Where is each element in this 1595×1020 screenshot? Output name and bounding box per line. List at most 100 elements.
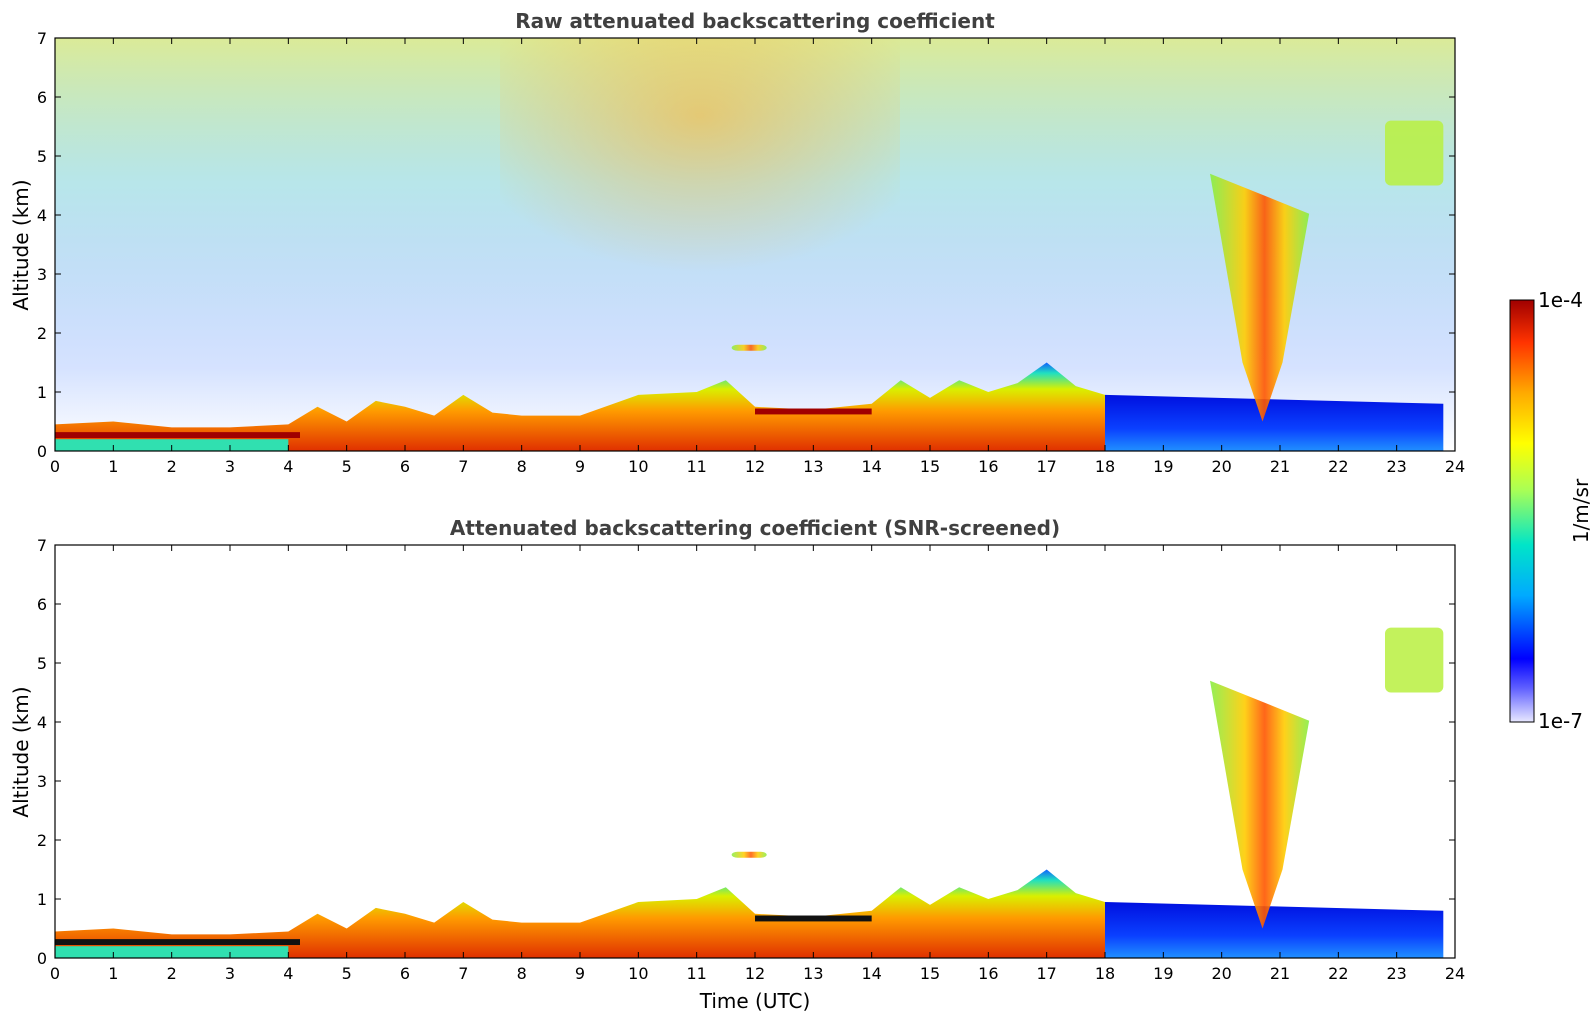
x-tick-label: 22 [1328,457,1348,476]
x-tick-label: 5 [342,457,352,476]
x-tick-label: 23 [1386,457,1406,476]
colorbar-max-label: 1e-4 [1538,288,1583,312]
x-tick-label: 2 [167,964,177,983]
cloud-feature [1210,173,1310,422]
x-tick-label: 3 [225,964,235,983]
x-tick-label: 6 [400,964,410,983]
y-tick-label: 5 [37,654,47,673]
x-tick-label: 9 [575,457,585,476]
y-tick-label: 1 [37,890,47,909]
colorbar: 1e-4 1e-7 1/m/sr [1509,288,1593,733]
x-tick-label: 14 [861,457,881,476]
boundary-layer-day [55,362,1105,451]
cloud-feature [1385,627,1444,693]
x-tick-label: 2 [167,457,177,476]
y-tick-label: 4 [37,206,47,225]
x-tick-label: 18 [1095,964,1115,983]
x-tick-label: 7 [458,457,468,476]
y-tick-label: 3 [37,772,47,791]
x-tick-label: 1 [108,457,118,476]
x-tick-label: 0 [50,457,60,476]
y-tick-label: 1 [37,383,47,402]
morning-layer [55,432,300,439]
snr-y-axis: 0 1 2 3 4 5 6 7 [37,536,1455,968]
y-tick-label: 0 [37,442,47,461]
boundary-layer-night [1105,902,1444,958]
x-tick-label: 3 [225,457,235,476]
cloud-feature [1385,120,1444,186]
raw-noise-hotspot [500,38,900,298]
snr-x-axis: 0 1 2 3 4 5 6 7 8 9 10 11 12 13 14 15 16 17 18 19 20 21 22 23 24 [50,545,1465,983]
x-tick-label: 13 [803,964,823,983]
x-tick-label: 4 [283,964,293,983]
morning-layer [55,939,300,946]
cloud-feature [731,344,767,351]
x-tick-label: 5 [342,964,352,983]
snr-panel-title: Attenuated backscattering coefficient (S… [450,516,1060,540]
x-tick-label: 17 [1036,457,1056,476]
x-tick-label: 10 [628,457,648,476]
x-tick-label: 15 [920,457,940,476]
raw-y-axis: 0 1 2 3 4 5 6 7 [37,29,1455,461]
x-tick-label: 17 [1036,964,1056,983]
x-tick-label: 21 [1270,964,1290,983]
raw-panel-title: Raw attenuated backscattering coefficien… [515,9,995,33]
x-tick-label: 8 [517,964,527,983]
y-tick-label: 3 [37,265,47,284]
colorbar-unit-label: 1/m/sr [1569,478,1593,543]
colorbar-scale [1509,299,1535,723]
x-tick-label: 24 [1445,964,1465,983]
x-tick-label: 10 [628,964,648,983]
raw-y-axis-label: Altitude (km) [9,179,33,310]
y-tick-label: 0 [37,949,47,968]
y-tick-label: 7 [37,29,47,48]
y-tick-label: 6 [37,595,47,614]
x-tick-label: 16 [978,964,998,983]
midday-layer [755,408,872,415]
snr-heatmap [55,627,1444,958]
x-tick-label: 19 [1153,457,1173,476]
y-tick-label: 6 [37,88,47,107]
x-tick-label: 6 [400,457,410,476]
x-tick-label: 11 [686,964,706,983]
y-tick-label: 4 [37,713,47,732]
raw-heatmap [55,38,1455,451]
midday-layer [755,915,872,922]
x-tick-label: 9 [575,964,585,983]
x-tick-label: 23 [1386,964,1406,983]
panel-raw: Raw attenuated backscattering coefficien… [9,9,1465,476]
x-tick-label: 0 [50,964,60,983]
cloud-feature [731,851,767,858]
x-tick-label: 4 [283,457,293,476]
raw-x-axis: 0 1 2 3 4 5 6 7 8 9 10 11 12 13 14 15 16 17 18 19 20 21 22 23 24 [50,38,1465,476]
x-axis-label: Time (UTC) [699,989,811,1013]
x-tick-label: 20 [1211,457,1231,476]
x-tick-label: 1 [108,964,118,983]
y-tick-label: 2 [37,831,47,850]
colorbar-min-label: 1e-7 [1538,709,1583,733]
x-tick-label: 15 [920,964,940,983]
y-tick-label: 2 [37,324,47,343]
x-tick-label: 8 [517,457,527,476]
x-tick-label: 20 [1211,964,1231,983]
x-tick-label: 11 [686,457,706,476]
y-tick-label: 5 [37,147,47,166]
x-tick-label: 18 [1095,457,1115,476]
x-tick-label: 12 [745,457,765,476]
x-tick-label: 22 [1328,964,1348,983]
x-tick-label: 16 [978,457,998,476]
cloud-feature [1210,680,1310,929]
x-tick-label: 13 [803,457,823,476]
y-tick-label: 7 [37,536,47,555]
x-tick-label: 21 [1270,457,1290,476]
boundary-layer-day [55,869,1105,958]
x-tick-label: 14 [861,964,881,983]
panel-snr-screened: Attenuated backscattering coefficient (S… [9,516,1465,1013]
x-tick-label: 19 [1153,964,1173,983]
x-tick-label: 24 [1445,457,1465,476]
x-tick-label: 7 [458,964,468,983]
boundary-layer-night [1105,394,1444,451]
snr-y-axis-label: Altitude (km) [9,686,33,817]
x-tick-label: 12 [745,964,765,983]
